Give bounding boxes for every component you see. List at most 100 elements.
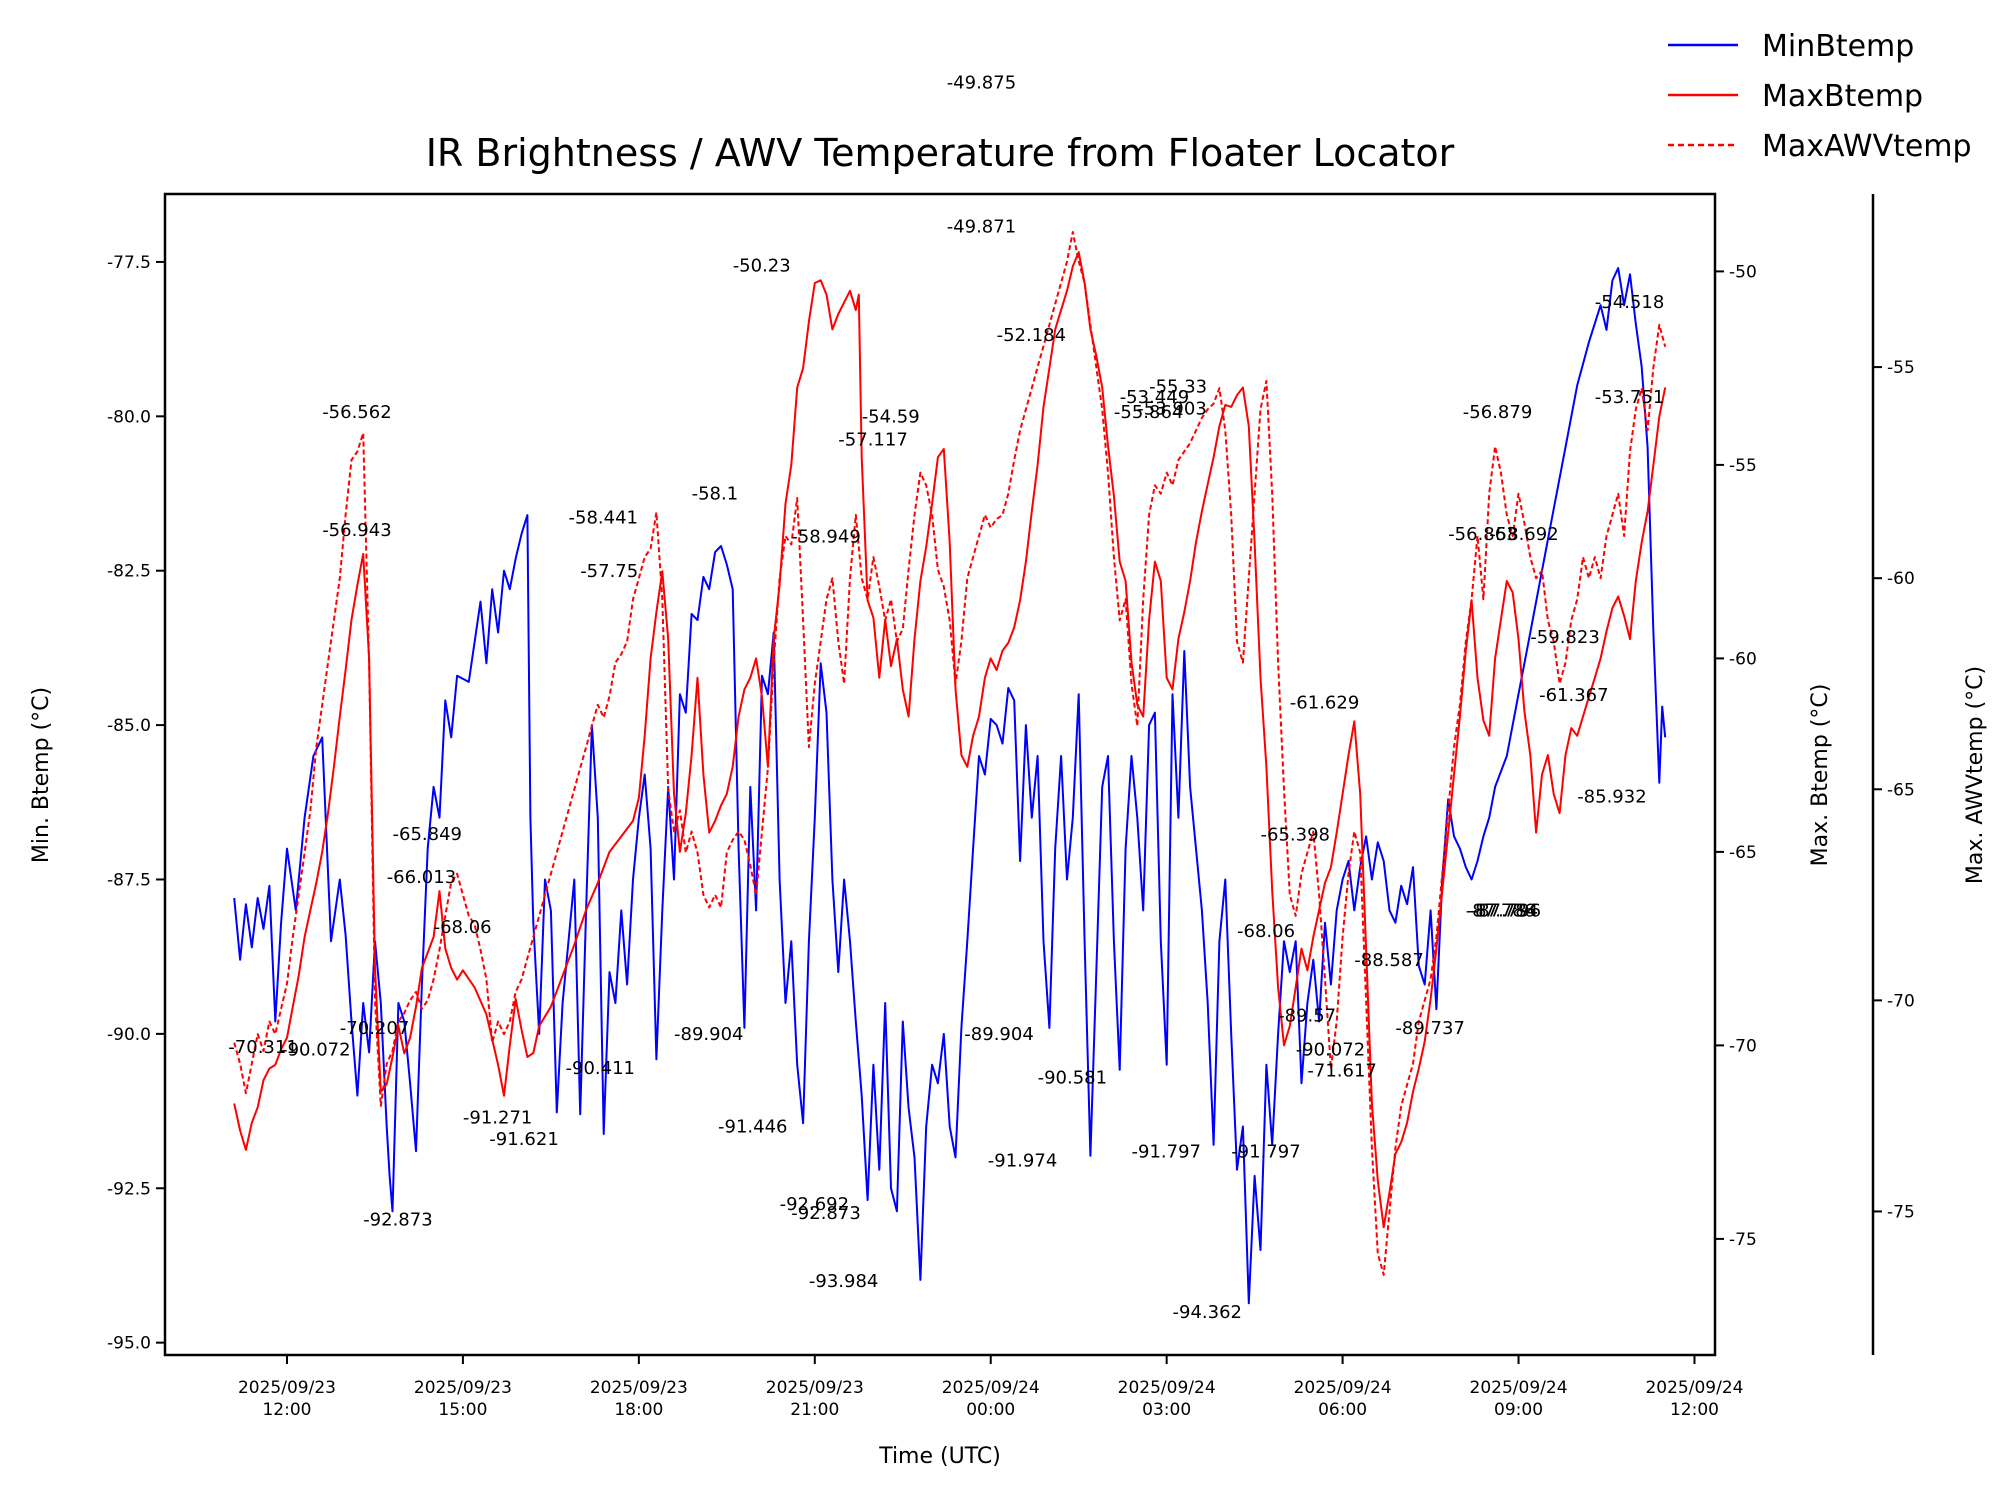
y-tick-label: -85.0	[107, 716, 151, 736]
y-tick-label: -70	[1887, 991, 1915, 1011]
y-tick-label: -55	[1729, 456, 1757, 476]
value-annotation: -65.849	[393, 824, 462, 845]
y-tick-label: -77.5	[107, 253, 151, 273]
value-annotation: -66.013	[387, 867, 456, 888]
value-annotation: -94.362	[1173, 1302, 1242, 1323]
value-annotation: -92.873	[791, 1203, 860, 1224]
value-annotation: -55.33	[1149, 376, 1207, 397]
y-tick-label: -92.5	[107, 1179, 151, 1199]
value-annotation: -53.449	[1120, 387, 1189, 408]
legend-label: MaxAWVtemp	[1762, 129, 1972, 164]
y-tick-label: -82.5	[107, 562, 151, 582]
value-annotation: -89.737	[1395, 1018, 1464, 1039]
y-tick-label: -60	[1729, 649, 1757, 669]
x-tick-label-time: 18:00	[614, 1400, 663, 1420]
value-annotation: -53.751	[1595, 387, 1664, 408]
y-tick-label: -75	[1729, 1230, 1757, 1250]
y-axis-right-1-label: Max. Btemp (°C)	[1808, 684, 1833, 867]
x-axis-ticks: 2025/09/2312:002025/09/2315:002025/09/23…	[238, 1355, 1743, 1420]
y-tick-label: -70	[1729, 1036, 1757, 1056]
value-annotation: -50.23	[733, 255, 791, 276]
x-tick-label-time: 06:00	[1318, 1400, 1367, 1420]
y-axis-right-2-label: Max. AWVtemp (°C)	[1963, 666, 1988, 884]
x-tick-label-time: 00:00	[966, 1400, 1015, 1420]
value-annotation: -58.1	[692, 484, 739, 505]
value-annotation: -89.904	[674, 1024, 743, 1045]
value-annotation: -92.692	[780, 1194, 849, 1215]
annotation-layer: -90.072 -92.873 -91.271-91.621 -90.411 -89.9…	[228, 73, 1664, 1323]
value-annotation: -56.562	[322, 402, 391, 423]
x-tick-label-date: 2025/09/23	[766, 1378, 864, 1398]
value-annotation: -61.367	[1539, 685, 1608, 706]
x-tick-label-date: 2025/09/24	[1118, 1378, 1216, 1398]
x-tick-label-date: 2025/09/23	[414, 1378, 512, 1398]
x-axis-label: Time (UTC)	[878, 1444, 1001, 1469]
value-annotation: -52.184	[997, 325, 1066, 346]
value-annotation: -91.797	[1231, 1141, 1300, 1162]
y-axis-right-1-ticks: -50 -55 -60 -65 -70 -75	[1715, 262, 1757, 1250]
value-annotation: -53.903	[1137, 399, 1206, 420]
legend: MinBtemp MaxBtemp MaxAWVtemp	[1668, 29, 1972, 164]
value-annotation: -70.311	[228, 1037, 297, 1058]
value-annotation: -91.271	[463, 1107, 532, 1128]
value-annotation: -55.864	[1114, 402, 1183, 423]
value-annotation: -56.943	[322, 520, 391, 541]
value-annotation: -56.879	[1463, 402, 1532, 423]
y-tick-label: -90.0	[107, 1025, 151, 1045]
value-annotation: -59.823	[1530, 627, 1599, 648]
value-annotation: -88.587	[1354, 950, 1423, 971]
y-tick-label: -50	[1729, 262, 1757, 282]
x-tick-label-date: 2025/09/24	[942, 1378, 1040, 1398]
value-annotation: -92.873	[363, 1209, 432, 1230]
x-tick-label-time: 21:00	[790, 1400, 839, 1420]
legend-label: MaxBtemp	[1762, 79, 1923, 114]
y-tick-label: -75	[1887, 1202, 1915, 1222]
value-annotation: -58.949	[791, 526, 860, 547]
y-tick-label: -87.5	[107, 870, 151, 890]
value-annotation: -49.871	[947, 217, 1016, 238]
value-annotation: -70.207	[340, 1018, 409, 1039]
value-annotation: -85.932	[1577, 786, 1646, 807]
value-annotation: -49.875	[947, 73, 1016, 94]
value-annotation: -57.75	[580, 561, 638, 582]
value-annotation: -93.984	[809, 1271, 878, 1292]
series-line-maxbtemp	[233, 251, 1667, 1229]
y-tick-label: -95.0	[107, 1334, 151, 1354]
x-tick-label-date: 2025/09/24	[1470, 1378, 1568, 1398]
series-line-minbtemp	[233, 267, 1667, 1305]
x-tick-label-date: 2025/09/23	[590, 1378, 688, 1398]
y-tick-label: -65	[1729, 843, 1757, 863]
value-annotation: -68.06	[1237, 921, 1295, 942]
value-annotation: -91.621	[489, 1129, 558, 1150]
value-annotation: -87.796	[1472, 901, 1541, 922]
y-axis-right-2-ticks: -55 -60 -65 -70 -75	[1873, 358, 1915, 1222]
y-tick-label: -65	[1887, 780, 1915, 800]
value-annotation: -90.411	[566, 1058, 635, 1079]
x-tick-label-time: 03:00	[1142, 1400, 1191, 1420]
value-annotation: -54.518	[1595, 292, 1664, 313]
y-axis-left-ticks: -77.5 -80.0 -82.5 -85.0 -87.5 -90.0 -92.5 -95.0	[107, 253, 165, 1354]
value-annotation: -58.441	[569, 507, 638, 528]
series-line-maxawvtemp	[233, 231, 1667, 1276]
value-annotation: -91.446	[718, 1117, 787, 1138]
y-tick-label: -80.0	[107, 407, 151, 427]
x-tick-label-time: 09:00	[1494, 1400, 1543, 1420]
value-annotation: -89.57	[1278, 1006, 1336, 1027]
x-tick-label-date: 2025/09/24	[1645, 1378, 1743, 1398]
legend-label: MinBtemp	[1762, 29, 1914, 64]
value-annotation: -91.797	[1132, 1141, 1201, 1162]
value-annotation: -54.59	[862, 406, 920, 427]
value-annotation: -68.06	[434, 917, 492, 938]
y-axis-left-label: Min. Btemp (°C)	[29, 687, 54, 863]
value-annotation: -91.974	[988, 1151, 1057, 1172]
value-annotation: -89.904	[964, 1024, 1033, 1045]
value-annotation: -56.863	[1448, 524, 1517, 545]
value-annotation: -65.398	[1261, 824, 1330, 845]
plot-frame	[163, 192, 1717, 1357]
x-tick-label-time: 15:00	[438, 1400, 487, 1420]
series-layer	[233, 231, 1667, 1305]
x-tick-label-time: 12:00	[1670, 1400, 1719, 1420]
value-annotation: -71.617	[1307, 1060, 1376, 1081]
chart-title: IR Brightness / AWV Temperature from Flo…	[426, 131, 1455, 175]
